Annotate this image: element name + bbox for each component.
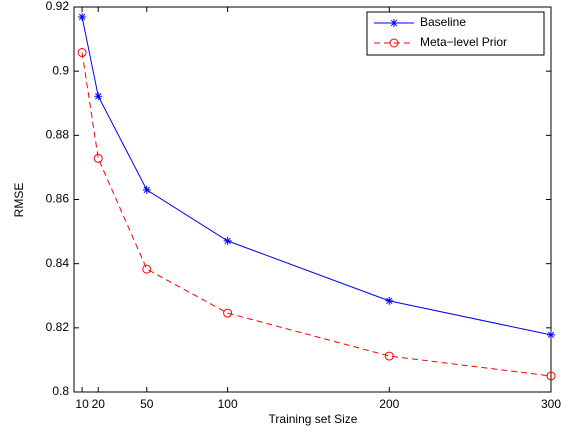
x-tick-label: 300	[541, 397, 561, 411]
marker	[389, 38, 399, 48]
y-tick-label: 0.92	[46, 0, 70, 13]
x-tick-label: 10	[75, 397, 89, 411]
marker	[77, 48, 87, 58]
y-tick-label: 0.84	[46, 256, 70, 270]
marker	[78, 12, 87, 21]
y-tick-label: 0.88	[46, 128, 70, 142]
marker	[384, 351, 394, 361]
series-line	[81, 52, 552, 377]
marker	[94, 92, 103, 101]
marker	[223, 236, 232, 245]
y-tick-label: 0.82	[46, 320, 70, 334]
y-tick-label: 0.86	[46, 192, 70, 206]
marker	[93, 153, 103, 163]
marker	[390, 19, 398, 27]
series-line	[81, 16, 552, 336]
x-tick-label: 50	[140, 397, 154, 411]
y-tick-label: 0.9	[52, 63, 69, 77]
y-tick-label: 0.8	[52, 384, 69, 398]
legend-label: Baseline	[420, 15, 466, 29]
x-tick-label: 200	[379, 397, 399, 411]
x-tick-label: 100	[218, 397, 238, 411]
x-axis-label: Training set Size	[269, 412, 358, 426]
legend-label: Meta−level Prior	[420, 35, 507, 49]
marker	[142, 185, 151, 194]
marker	[546, 371, 556, 381]
y-axis-label: RMSE	[12, 183, 26, 218]
marker	[223, 308, 233, 318]
marker	[142, 264, 152, 274]
marker	[385, 296, 394, 305]
legend: Baseline Meta−level Prior	[366, 11, 545, 56]
marker	[547, 330, 555, 339]
legend-box	[366, 11, 545, 56]
x-tick-label: 20	[92, 397, 106, 411]
axes-box	[73, 6, 552, 393]
